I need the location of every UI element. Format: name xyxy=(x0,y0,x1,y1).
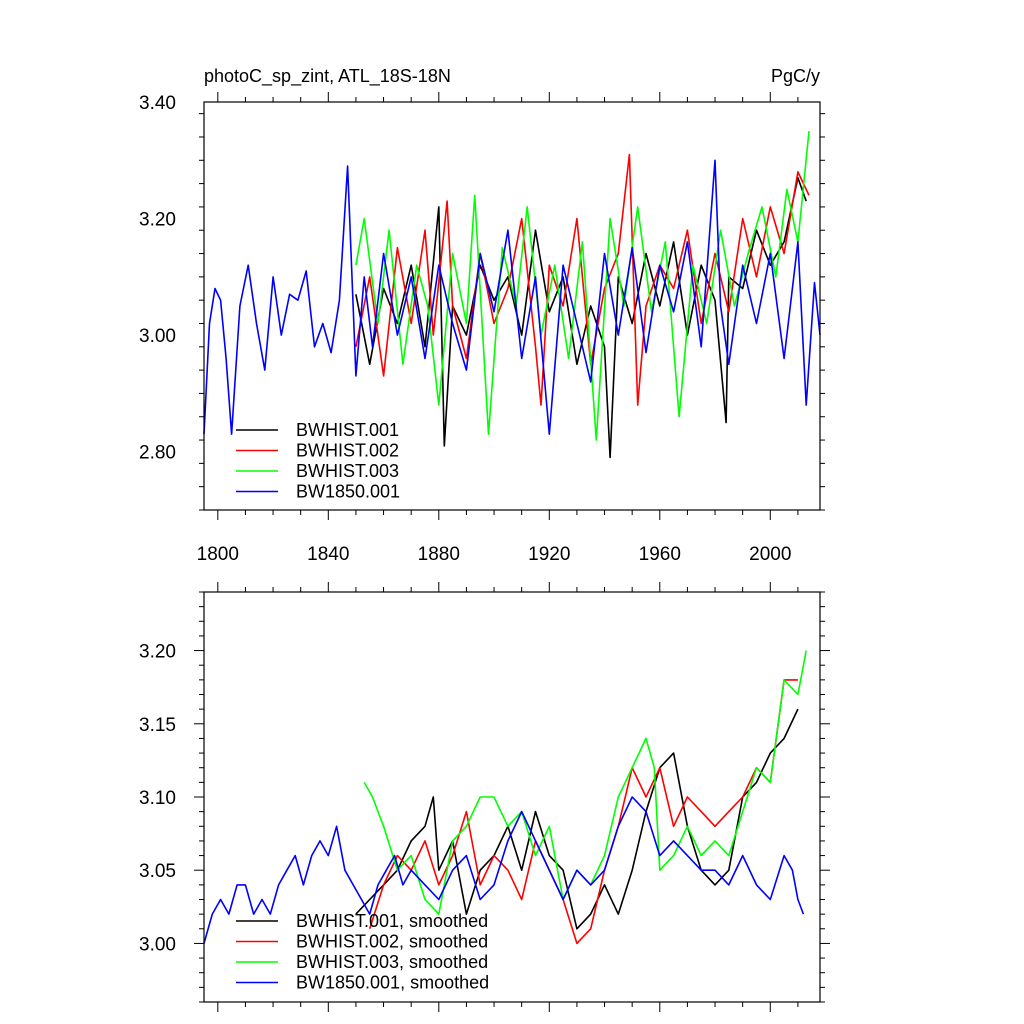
bottom-axis-ticks: 3.00 3.05 3.10 3.15 3.20 xyxy=(139,582,830,1012)
bottom-legend-label-bw1850-001-smoothed: BW1850.001, smoothed xyxy=(296,973,489,993)
bottom-y-tick-label: 3.00 xyxy=(139,934,176,955)
x-tick-label-1880: 1880 xyxy=(418,544,460,565)
top-series-bwhist-003 xyxy=(355,131,810,441)
top-series-bwhist-001 xyxy=(355,177,807,459)
x-tick-label-2000: 2000 xyxy=(749,544,791,565)
top-y-tick-label: 3.40 xyxy=(139,93,176,114)
top-series-bw1850-001 xyxy=(203,159,821,436)
top-y-tick-label: 3.00 xyxy=(139,326,176,347)
x-tick-label-1960: 1960 xyxy=(639,544,681,565)
bottom-series-bwhist-002-smoothed xyxy=(368,679,798,945)
bottom-y-tick-label: 3.20 xyxy=(139,642,176,663)
top-y-tick-label: 2.80 xyxy=(139,443,176,464)
top-axis-ticks: 1800 1840 1880 1920 1960 2000 2.80 3.00 3.20 3.40 xyxy=(139,92,825,565)
bottom-panel: 3.00 3.05 3.10 3.15 3.20 BWHIST.001, smoothe… xyxy=(139,582,830,1012)
bottom-series-group xyxy=(203,650,807,945)
top-series-group xyxy=(203,131,821,459)
top-panel: photoC_sp_zint, ATL_18S-18N PgC/y 1800 18… xyxy=(139,66,825,565)
bottom-legend-label-bwhist-002-smoothed: BWHIST.002, smoothed xyxy=(296,932,488,952)
top-legend-label-bwhist-001: BWHIST.001 xyxy=(296,420,399,440)
bottom-y-tick-label: 3.10 xyxy=(139,788,176,809)
top-legend-label-bw1850-001: BW1850.001 xyxy=(296,482,400,502)
x-tick-label-1840: 1840 xyxy=(307,544,349,565)
bottom-legend-label-bwhist-001-smoothed: BWHIST.001, smoothed xyxy=(296,911,488,931)
bottom-series-bwhist-003-smoothed xyxy=(363,650,807,915)
bottom-plot-frame xyxy=(203,591,821,1003)
x-tick-label-1800: 1800 xyxy=(197,544,239,565)
x-tick-label-1920: 1920 xyxy=(528,544,570,565)
bottom-y-tick-label: 3.05 xyxy=(139,861,176,882)
top-y-tick-label: 3.20 xyxy=(139,210,176,231)
top-plot-frame xyxy=(203,101,821,511)
top-legend-label-bwhist-002: BWHIST.002 xyxy=(296,441,399,461)
units-label: PgC/y xyxy=(771,66,820,86)
chart-title: photoC_sp_zint, ATL_18S-18N xyxy=(204,66,451,87)
bottom-y-tick-label: 3.15 xyxy=(139,715,176,736)
bottom-series-bwhist-001-smoothed xyxy=(355,708,799,930)
bottom-legend-label-bwhist-003-smoothed: BWHIST.003, smoothed xyxy=(296,952,488,972)
top-legend-label-bwhist-003: BWHIST.003 xyxy=(296,461,399,481)
bottom-series-bw1850-001-smoothed xyxy=(203,796,805,944)
top-series-bwhist-002 xyxy=(355,153,810,406)
